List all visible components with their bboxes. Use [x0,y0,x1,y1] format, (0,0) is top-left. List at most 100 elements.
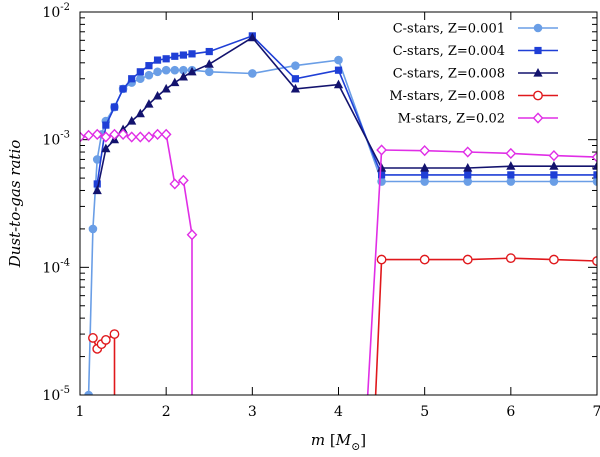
data-point [592,256,597,266]
series-line [96,34,597,185]
data-point [506,177,516,186]
data-point [248,69,257,78]
data-point [334,55,343,65]
y-tick-label: 10-3 [42,130,70,149]
data-point [162,55,170,63]
data-point [419,145,431,157]
data-point [128,75,136,83]
legend-marker [532,112,544,124]
x-tick-label: 4 [334,404,343,420]
legend-entry: C-stars, Z=0.001 [393,22,558,37]
x-tick-label: 7 [593,404,600,420]
x-tick-label: 5 [420,404,429,420]
series-line [80,133,597,395]
legend-entry: C-stars, Z=0.004 [393,44,558,59]
data-point [110,103,119,111]
data-point [136,74,145,84]
legend-entry: M-stars, Z=0.02 [398,112,558,127]
data-point [376,144,387,156]
data-point [550,171,558,179]
data-point [80,131,86,143]
data-point [152,90,163,100]
data-point [186,229,198,241]
data-point [463,177,473,186]
data-point [161,65,171,75]
data-point [109,128,120,140]
data-point [127,116,137,125]
data-point [205,47,213,56]
legend-label: C-stars, Z=0.001 [393,22,505,37]
data-point [93,180,101,188]
data-point [187,66,197,76]
data-point [505,253,516,264]
data-point [421,171,429,179]
data-point [119,85,127,93]
data-point [592,177,597,186]
data-point [290,83,301,93]
data-point [161,83,171,93]
data-point [419,254,430,265]
data-point [179,51,187,59]
data-point [463,162,473,172]
x-tick-label: 6 [506,404,515,420]
data-point [126,131,138,143]
data-point [376,254,387,265]
data-point [136,68,144,76]
data-point [83,129,94,142]
series-line [96,36,597,191]
data-point [548,150,560,162]
data-point [506,161,516,170]
data-point [92,185,102,195]
data-point [549,161,559,170]
legend-marker [533,23,543,33]
data-point [178,174,189,186]
data-point [84,390,93,395]
data-point [91,128,103,140]
data-point [178,71,188,81]
series-2 [93,32,597,188]
data-point [117,128,129,140]
x-axis-label: m [M⊙] [311,431,366,453]
data-point [505,147,517,160]
x-tick-label: 1 [76,404,85,420]
data-point [592,161,597,170]
legend-entry: M-stars, Z=0.008 [389,89,558,104]
data-point [420,177,429,186]
legend-label: M-stars, Z=0.02 [398,112,505,127]
legend-marker [533,68,543,77]
legend-label: M-stars, Z=0.008 [389,89,505,104]
legend-label: C-stars, Z=0.008 [393,67,505,82]
legend-marker [533,90,543,101]
data-point [170,77,180,87]
data-point [507,171,515,179]
series-1 [84,55,597,395]
data-point [593,171,597,179]
data-point [88,333,98,343]
data-point [334,66,343,74]
x-tick-label: 3 [248,404,257,420]
data-point [462,254,473,265]
series-line [87,59,597,395]
data-point [377,171,386,179]
y-tick-label: 10-4 [42,257,70,276]
data-point [143,131,155,143]
data-point [88,224,98,234]
tick-labels: 1 2 3 4 5 6 7 10-5 10-4 10-3 10-2 [42,2,600,420]
data-point [171,52,179,60]
data-point [101,143,111,153]
data-point [152,128,163,140]
data-point [144,99,154,108]
y-tick-label: 10-2 [42,2,70,21]
data-point [204,59,214,68]
data-point [109,329,120,339]
series-line [92,257,597,395]
series-layer [80,32,597,395]
legend-entry: C-stars, Z=0.008 [393,67,558,82]
y-axis-label: Dust-to-gas ratio [6,140,24,269]
data-point [376,162,387,172]
data-point [144,70,154,80]
data-point [333,79,344,89]
data-point [291,61,300,70]
data-point [591,151,597,163]
data-point [549,254,559,265]
